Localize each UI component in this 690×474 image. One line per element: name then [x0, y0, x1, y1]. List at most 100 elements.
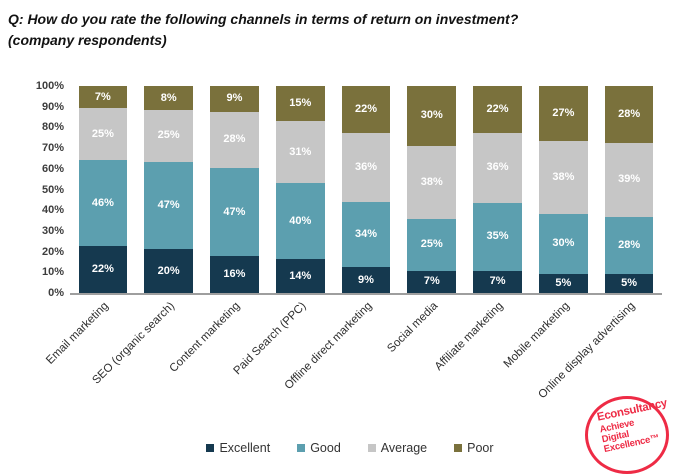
- stacked-bar-offline-direct-marketing: 9% 34% 36% 22%: [341, 86, 391, 293]
- legend-item-excellent: Excellent: [206, 441, 270, 455]
- y-axis: 100% 90% 80% 70% 60% 50% 40% 30% 20% 10% 0%: [26, 80, 70, 299]
- segment-value-label: 30%: [420, 109, 443, 122]
- y-axis-tick-label: 60%: [41, 162, 64, 175]
- segment-poor: 22%: [473, 86, 522, 133]
- segment-excellent: 22%: [78, 246, 128, 293]
- stacked-bar-mobile-marketing: 5% 30% 38% 27%: [539, 85, 588, 293]
- legend-marker-good: [297, 444, 306, 452]
- segment-good: 35%: [473, 202, 522, 271]
- bar-column-mobile-marketing: 5% 30% 38% 27%: [530, 85, 596, 293]
- chart-title: Q: How do you rate the following channel…: [8, 9, 680, 51]
- segment-poor: 15%: [275, 86, 325, 122]
- bar-column-email-marketing: 22% 46% 25% 7%: [70, 86, 136, 293]
- segment-good: 25%: [407, 218, 457, 271]
- segment-average: 39%: [604, 142, 654, 218]
- legend-label-poor: Poor: [467, 441, 494, 455]
- segment-value-label: 47%: [223, 205, 246, 218]
- segment-value-label: 9%: [226, 92, 243, 105]
- legend-label-average: Average: [380, 441, 428, 455]
- segment-value-label: 28%: [618, 107, 641, 120]
- segment-excellent: 5%: [539, 273, 588, 293]
- bar-column-offline-direct-marketing: 9% 34% 36% 22%: [333, 86, 399, 293]
- segment-value-label: 9%: [358, 273, 374, 286]
- stacked-bar-online-display-advertising: 5% 28% 39% 28%: [604, 86, 654, 293]
- segment-average: 38%: [539, 141, 588, 214]
- segment-value-label: 28%: [618, 239, 641, 252]
- segment-value-label: 35%: [486, 230, 509, 243]
- y-axis-tick-label: 80%: [41, 121, 64, 134]
- segment-poor: 22%: [341, 86, 391, 133]
- legend-marker-average: [367, 444, 376, 452]
- segment-value-label: 5%: [621, 276, 638, 289]
- segment-value-label: 30%: [552, 237, 575, 250]
- stacked-bar-content-marketing: 16% 47% 28% 9%: [210, 86, 259, 293]
- y-axis-tick-label: 90%: [41, 100, 64, 113]
- segment-value-label: 40%: [289, 214, 312, 227]
- segment-good: 34%: [341, 201, 391, 268]
- segment-value-label: 7%: [94, 90, 111, 103]
- segment-average: 28%: [210, 111, 259, 169]
- segment-value-label: 20%: [157, 264, 180, 277]
- segment-value-label: 8%: [160, 91, 177, 104]
- bar-column-content-marketing: 16% 47% 28% 9%: [202, 86, 268, 293]
- segment-value-label: 34%: [354, 228, 378, 241]
- segment-poor: 27%: [539, 85, 588, 141]
- stacked-bar-chart: 100% 90% 80% 70% 60% 50% 40% 30% 20% 10% 0% 22% 46%…: [26, 80, 662, 299]
- segment-value-label: 31%: [289, 145, 312, 158]
- y-axis-tick-label: 10%: [41, 266, 64, 279]
- segment-value-label: 22%: [354, 102, 378, 115]
- segment-value-label: 25%: [91, 127, 114, 140]
- segment-value-label: 7%: [423, 275, 440, 288]
- bar-column-affiliate-marketing: 7% 35% 36% 22%: [465, 86, 531, 293]
- segment-value-label: 16%: [223, 267, 246, 280]
- segment-value-label: 5%: [555, 276, 572, 289]
- segment-average: 36%: [473, 132, 522, 203]
- segment-excellent: 5%: [604, 273, 654, 293]
- y-axis-tick-label: 100%: [35, 80, 64, 92]
- segment-poor: 7%: [78, 86, 128, 109]
- y-axis-tick-label: 40%: [41, 204, 64, 217]
- segment-average: 25%: [144, 110, 193, 162]
- y-axis-tick-label: 20%: [41, 245, 64, 258]
- segment-good: 47%: [144, 161, 193, 250]
- legend: Excellent Good Average Poor: [70, 441, 630, 455]
- segment-average: 25%: [78, 108, 128, 161]
- segment-excellent: 14%: [275, 259, 325, 293]
- legend-item-poor: Poor: [454, 441, 494, 455]
- segment-value-label: 22%: [486, 102, 509, 115]
- stacked-bar-email-marketing: 22% 46% 25% 7%: [78, 86, 128, 293]
- segment-excellent: 9%: [341, 267, 391, 293]
- y-axis-tick-label: 30%: [41, 224, 64, 237]
- legend-marker-excellent: [206, 444, 215, 452]
- segment-good: 47%: [210, 168, 259, 256]
- stacked-bar-affiliate-marketing: 7% 35% 36% 22%: [473, 86, 522, 293]
- segment-value-label: 25%: [157, 129, 180, 142]
- plot-area: 22% 46% 25% 7% 20% 47% 25% 8% 16% 47% 28% 9% 14% 40% 3…: [70, 85, 662, 295]
- segment-value-label: 28%: [223, 133, 246, 146]
- segment-value-label: 15%: [289, 97, 312, 110]
- segment-value-label: 38%: [420, 175, 443, 188]
- segment-poor: 30%: [407, 86, 457, 146]
- segment-poor: 9%: [210, 86, 259, 112]
- segment-value-label: 46%: [91, 196, 114, 209]
- bar-column-seo-organic-search: 20% 47% 25% 8%: [136, 86, 202, 293]
- segment-value-label: 47%: [157, 199, 180, 212]
- segment-good: 30%: [539, 213, 588, 274]
- segment-excellent: 20%: [144, 249, 193, 293]
- y-axis-tick-label: 50%: [41, 183, 64, 196]
- legend-label-good: Good: [310, 441, 341, 455]
- segment-value-label: 36%: [354, 160, 378, 173]
- segment-excellent: 16%: [210, 255, 259, 293]
- segment-good: 40%: [275, 182, 325, 260]
- segment-average: 36%: [341, 132, 391, 202]
- segment-average: 31%: [275, 121, 325, 183]
- legend-item-average: Average: [367, 441, 428, 455]
- y-axis-tick-label: 0%: [48, 287, 64, 299]
- segment-average: 38%: [407, 145, 457, 219]
- segment-poor: 28%: [604, 86, 654, 143]
- legend-item-good: Good: [297, 441, 341, 455]
- legend-marker-poor: [454, 444, 463, 452]
- segment-good: 28%: [604, 217, 654, 274]
- x-label-column: Online display advertising: [536, 297, 662, 405]
